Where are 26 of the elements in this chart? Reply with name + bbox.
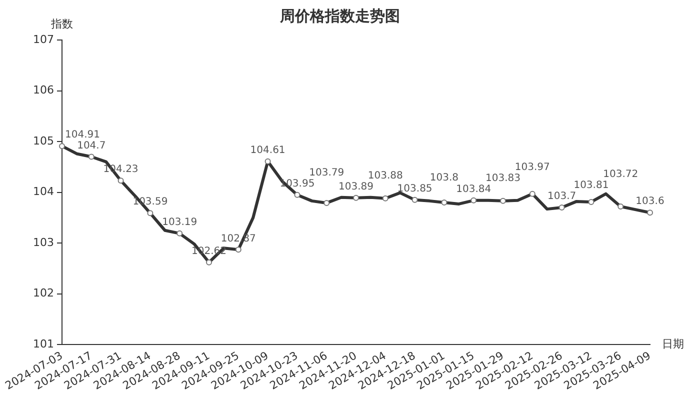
y-tick-label: 104 — [32, 185, 54, 198]
y-tick-label: 103 — [32, 236, 54, 249]
chart-title: 周价格指数走势图 — [279, 6, 400, 25]
y-tick-label: 106 — [32, 84, 54, 97]
data-label: 104.61 — [250, 144, 286, 156]
data-label: 103.79 — [309, 167, 344, 178]
data-label: 103.89 — [338, 181, 374, 192]
y-tick-label: 107 — [32, 32, 54, 46]
data-label: 103.7 — [547, 191, 576, 202]
data-label: 103.85 — [397, 184, 432, 195]
y-tick-label: 101 — [32, 337, 54, 350]
y-tick-label: 105 — [32, 134, 54, 148]
data-label: 103.6 — [636, 196, 664, 208]
data-label: 103.72 — [603, 169, 638, 180]
data-label: 103.88 — [368, 170, 403, 182]
data-label: 103.97 — [514, 162, 550, 174]
data-label: 103.19 — [162, 217, 198, 228]
y-tick-label: 102 — [32, 286, 54, 300]
data-label: 103.81 — [574, 180, 609, 192]
data-label: 104.7 — [77, 140, 106, 152]
data-label: 103.83 — [486, 173, 521, 184]
y-axis-title: 指数 — [50, 17, 73, 30]
x-axis-title: 日期 — [662, 337, 684, 350]
data-label: 103.8 — [430, 172, 459, 184]
data-label: 104.91 — [64, 130, 100, 141]
data-label: 103.84 — [456, 184, 492, 196]
